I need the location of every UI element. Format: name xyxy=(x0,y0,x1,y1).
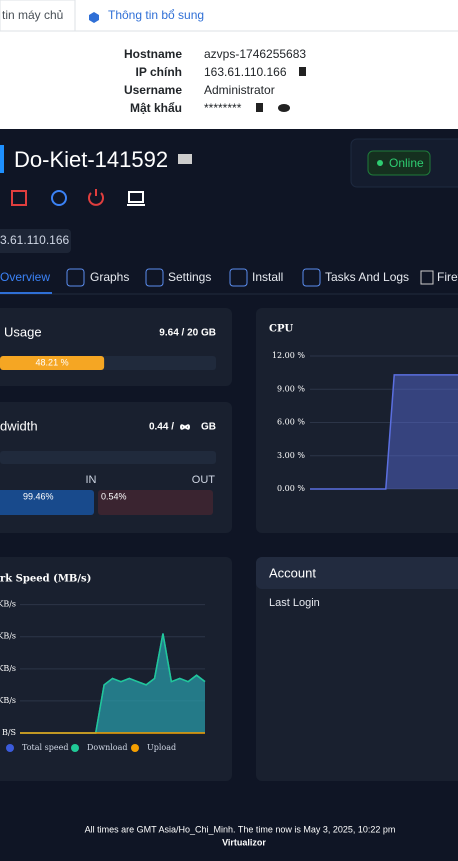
info-label: IP chính xyxy=(136,65,182,79)
console-button[interactable] xyxy=(127,191,145,206)
nav-item[interactable]: Overview xyxy=(0,270,50,284)
status-badge xyxy=(367,150,431,176)
restart-button[interactable] xyxy=(51,190,67,206)
nav-icon xyxy=(66,268,85,287)
out-label: OUT xyxy=(192,474,216,486)
info-value: Administrator xyxy=(204,83,275,97)
y-tick-label: 12.00 % xyxy=(272,351,305,360)
tab[interactable]: tin máy chủ xyxy=(2,8,63,22)
last-login: Last Login xyxy=(269,597,320,609)
disk-card xyxy=(0,308,232,386)
in-box xyxy=(0,490,94,515)
tab-icon xyxy=(89,12,99,23)
info-panel xyxy=(0,0,458,129)
legend-dot xyxy=(71,744,79,752)
line xyxy=(310,374,458,490)
bandwidth-track xyxy=(0,451,216,464)
info-value: azvps-1746255683 xyxy=(204,47,306,61)
y-tick-label: 0.00 % xyxy=(277,484,305,493)
status: Online xyxy=(389,156,424,170)
ip-pill xyxy=(0,229,71,253)
legend-dot xyxy=(131,744,139,752)
copy-icon[interactable] xyxy=(299,67,306,76)
network-chart: B/S KB/s KB/s KB/s KB/s Total speed Download Up… xyxy=(0,600,206,752)
y-tick-label: B/S xyxy=(2,728,16,737)
y-tick-label: KB/s xyxy=(0,664,16,673)
disk-usage: 9.64 / 20 GB xyxy=(159,328,216,339)
bandwidth-unit: GB xyxy=(201,422,216,433)
y-tick-label: KB/s xyxy=(0,696,16,705)
y-tick-label: 6.00 % xyxy=(277,418,305,427)
y-tick-label: 9.00 % xyxy=(277,384,305,393)
nav-icon xyxy=(302,268,321,287)
power-button[interactable] xyxy=(88,189,104,206)
area xyxy=(310,374,458,489)
vps-name: Do-Kiet-141592 xyxy=(14,147,168,172)
accent-bar xyxy=(0,145,4,173)
nav-icon xyxy=(145,268,164,287)
info-value: 163.61.110.166 xyxy=(204,65,287,79)
copy-icon[interactable] xyxy=(256,103,263,112)
cpu-title: CPU xyxy=(269,324,293,335)
legend-label: Upload xyxy=(147,743,176,752)
disk-percent: 48.21 % xyxy=(36,357,69,367)
nav-item[interactable]: Settings xyxy=(168,270,211,284)
eye-icon[interactable] xyxy=(278,104,290,112)
nav-item[interactable]: Firev xyxy=(437,270,458,284)
disk-bar xyxy=(0,356,105,370)
y-tick-label: KB/s xyxy=(0,600,16,609)
y-tick-label: 3.00 % xyxy=(277,451,305,460)
info-label: Hostname xyxy=(124,47,182,61)
nav-item[interactable]: Install xyxy=(252,270,283,284)
footer-note: All times are GMT Asia/Ho_Chi_Minh. The … xyxy=(85,824,396,834)
y-tick-label: KB/s xyxy=(0,632,16,641)
nav-icon xyxy=(229,268,248,287)
nav-item[interactable]: Graphs xyxy=(90,270,129,284)
cpu-chart: 0.00 % 3.00 % 6.00 % 9.00 % 12.00 % xyxy=(272,351,458,493)
legend-dot xyxy=(6,744,14,752)
info-value: ******** xyxy=(204,101,242,115)
nav-icon xyxy=(420,270,434,285)
legend-label: Total speed xyxy=(22,743,68,752)
infinity-icon xyxy=(180,424,191,430)
out-box xyxy=(98,490,213,515)
out-value: 0.54% xyxy=(101,491,127,501)
bandwidth-title: dwidth xyxy=(0,418,38,433)
in-label: IN xyxy=(86,474,97,486)
ip: 3.61.110.166 xyxy=(0,233,70,247)
nav-item[interactable]: Tasks And Logs xyxy=(325,270,409,284)
cpu-card xyxy=(256,308,458,533)
stop-button[interactable] xyxy=(11,190,27,206)
account-title: Account xyxy=(269,565,316,580)
info-label: Username xyxy=(124,83,182,97)
account-card xyxy=(256,557,458,781)
info-label: Mật khẩu xyxy=(130,101,182,115)
tab[interactable]: Thông tin bổ sung xyxy=(108,8,204,22)
status-dot xyxy=(377,160,383,166)
mail-icon xyxy=(178,154,192,164)
in-value: 99.46% xyxy=(23,491,54,501)
account-header xyxy=(256,557,458,589)
disk-title: Usage xyxy=(4,324,42,339)
legend-label: Download xyxy=(87,743,128,752)
bandwidth-usage: 0.44 / xyxy=(149,422,174,433)
footer-brand: Virtualizor xyxy=(222,837,266,847)
network-title: rk Speed (MB/s) xyxy=(0,574,91,585)
tab-active[interactable] xyxy=(0,0,76,32)
